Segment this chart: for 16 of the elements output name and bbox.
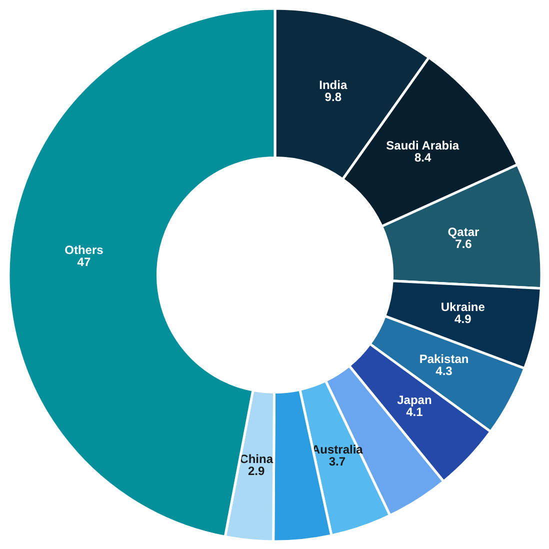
slice-label: China — [240, 452, 274, 466]
slice-label: Others — [64, 242, 104, 257]
slice-label: India — [319, 78, 348, 92]
slice-label: Japan — [397, 392, 432, 407]
slice-label: Pakistan — [419, 352, 469, 366]
data-label: 4.9 — [454, 312, 472, 326]
slice-label: Saudi Arabia — [386, 138, 460, 153]
data-label: 4.3 — [436, 364, 453, 378]
data-label: 2.9 — [248, 464, 266, 478]
data-label: 47 — [77, 254, 91, 269]
data-label: 9.8 — [324, 90, 342, 104]
data-label: 8.4 — [414, 150, 432, 165]
data-label: 7.6 — [455, 237, 472, 252]
data-label: 3.7 — [328, 454, 346, 469]
slice-label: Qatar — [448, 225, 480, 240]
slice-label: Ukraine — [440, 300, 486, 314]
